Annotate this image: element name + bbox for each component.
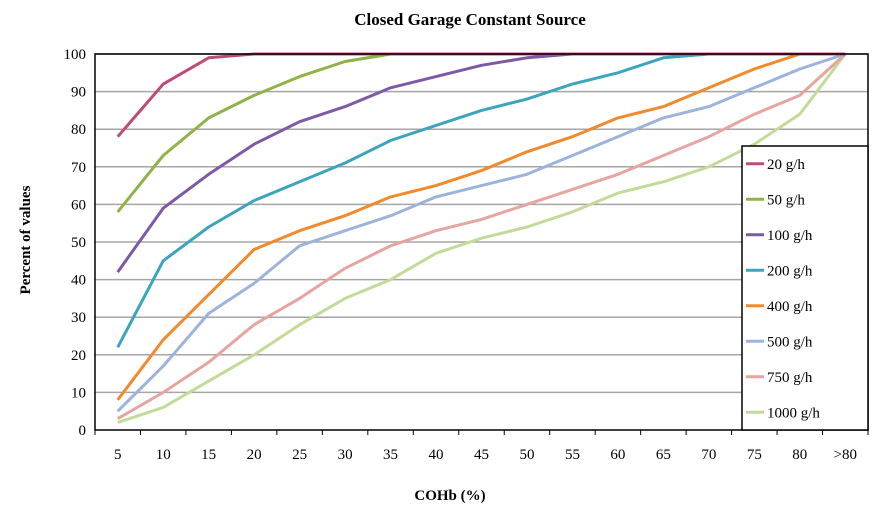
x-tick-label: 15 xyxy=(201,447,216,463)
series-line xyxy=(117,53,847,424)
x-tick-label: 40 xyxy=(429,447,444,463)
x-tick-label: 30 xyxy=(338,447,353,463)
y-axis-label: Percent of values xyxy=(18,185,34,294)
y-tick-label: 0 xyxy=(79,423,87,439)
legend-item: 50 g/h xyxy=(767,192,805,208)
x-tick-label: 75 xyxy=(747,447,762,463)
x-tick-label: 80 xyxy=(792,447,807,463)
x-tick-label: 10 xyxy=(156,447,171,463)
y-tick-label: 80 xyxy=(71,122,86,138)
series-line xyxy=(116,52,846,401)
legend-item: 750 g/h xyxy=(767,370,813,386)
y-axis-ticks: 0 10 20 30 40 50 60 70 80 90 100 xyxy=(64,47,87,439)
series-lines xyxy=(116,52,847,424)
x-tick-label: >80 xyxy=(834,447,857,463)
x-tick-label: 5 xyxy=(114,447,122,463)
series-line xyxy=(116,52,846,348)
legend-item: 400 g/h xyxy=(767,299,813,315)
y-tick-label: 20 xyxy=(71,348,86,364)
x-axis-label: COHb (%) xyxy=(414,488,485,504)
series-line xyxy=(116,52,846,413)
legend-item: 500 g/h xyxy=(767,334,813,350)
y-tick-label: 100 xyxy=(64,47,87,63)
x-axis-ticks: 5 10 15 20 25 30 35 40 45 50 55 60 65 70 75 80 >80 xyxy=(94,430,869,463)
y-tick-label: 50 xyxy=(71,235,86,251)
x-tick-label: 70 xyxy=(701,447,716,463)
legend: 20 g/h 50 g/h 100 g/h 200 g/h 400 g/h 500 g/h… xyxy=(741,145,869,431)
legend-item: 1000 g/h xyxy=(767,405,820,421)
y-tick-label: 30 xyxy=(71,310,86,326)
legend-item: 100 g/h xyxy=(767,228,813,244)
x-tick-label: 55 xyxy=(565,447,580,463)
y-tick-label: 70 xyxy=(71,160,86,176)
x-tick-label: 25 xyxy=(292,447,307,463)
x-tick-label: 60 xyxy=(610,447,625,463)
y-tick-label: 40 xyxy=(71,273,86,289)
legend-item: 20 g/h xyxy=(767,157,805,173)
x-tick-label: 50 xyxy=(519,447,534,463)
chart-title: Closed Garage Constant Source xyxy=(354,10,586,29)
legend-item: 200 g/h xyxy=(767,263,813,279)
x-tick-label: 45 xyxy=(474,447,489,463)
series-line xyxy=(116,52,847,420)
x-tick-label: 65 xyxy=(656,447,671,463)
x-tick-label: 20 xyxy=(247,447,262,463)
y-tick-label: 10 xyxy=(71,385,86,401)
y-tick-label: 90 xyxy=(71,85,86,101)
y-tick-label: 60 xyxy=(71,197,86,213)
x-tick-label: 35 xyxy=(383,447,398,463)
legend-box xyxy=(741,145,869,431)
